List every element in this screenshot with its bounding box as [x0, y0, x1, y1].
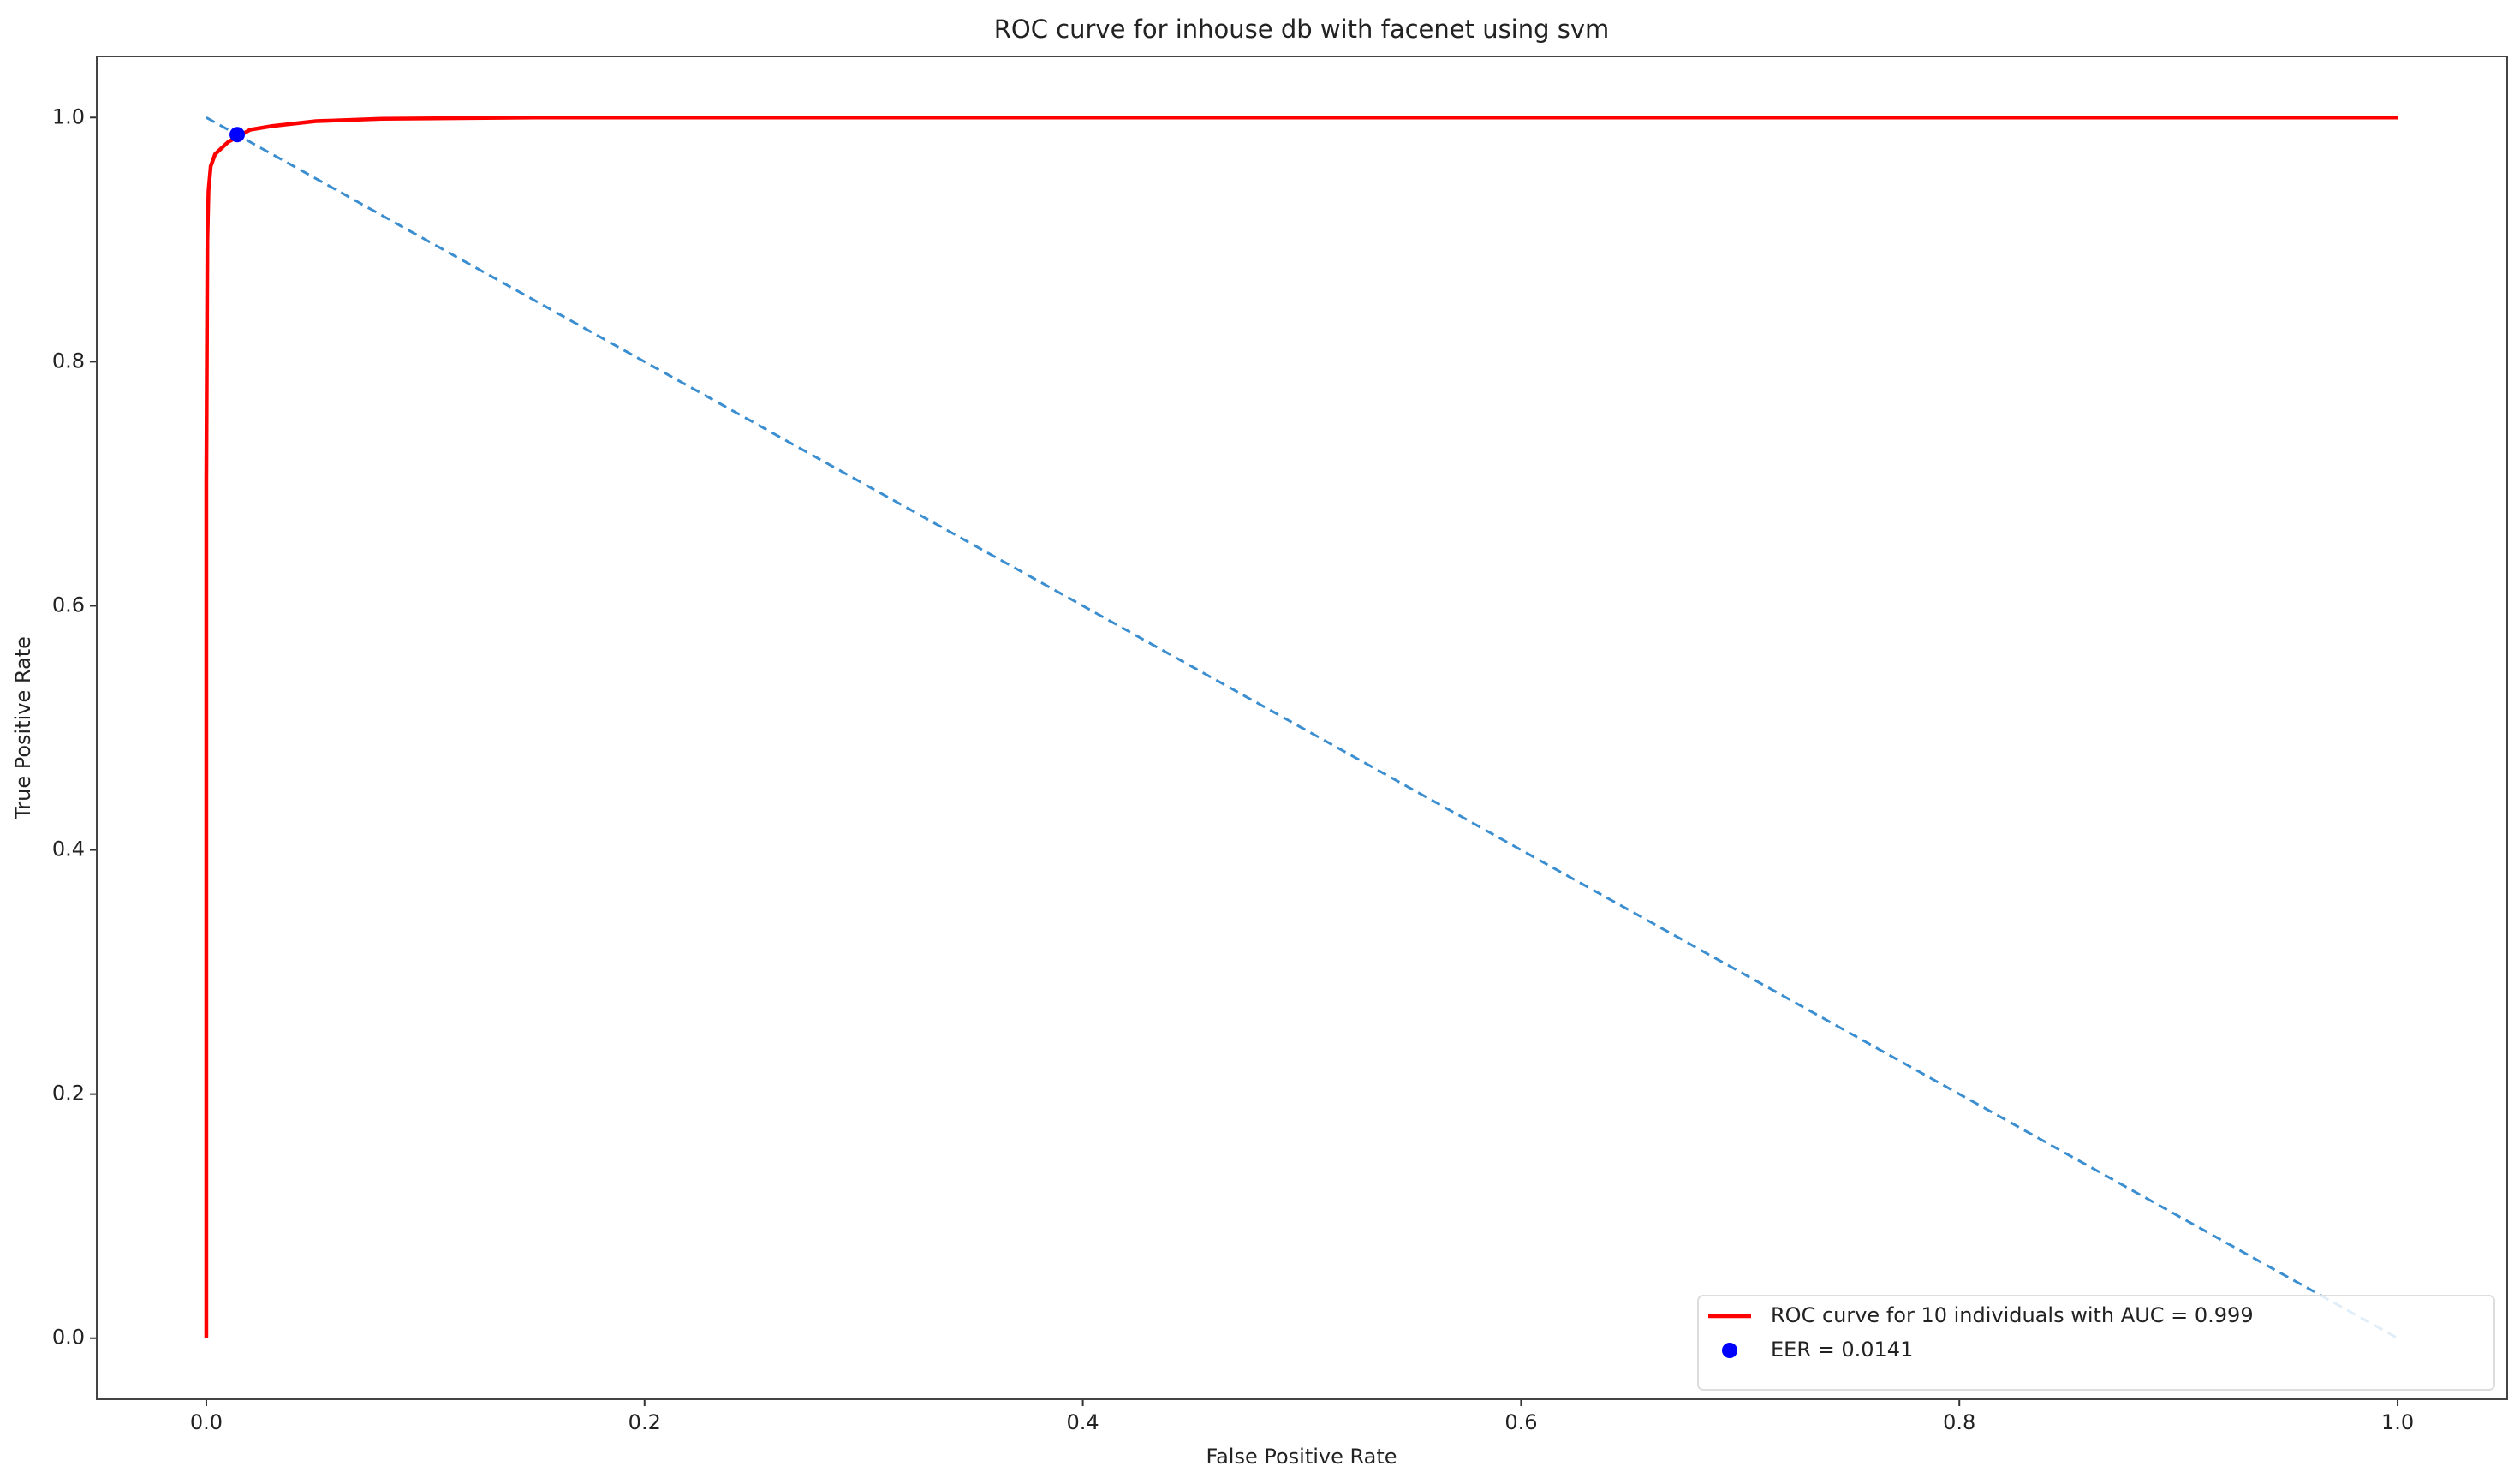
- y-axis-label: True Positive Rate: [11, 636, 35, 820]
- y-tick-label: 0.6: [52, 593, 85, 617]
- plot-frame: [96, 56, 2508, 1400]
- eer-point: [229, 127, 246, 143]
- x-axis-label: False Positive Rate: [1206, 1445, 1397, 1469]
- legend-label: EER = 0.0141: [1771, 1338, 1913, 1362]
- legend-marker: [1722, 1343, 1737, 1358]
- x-tick-label: 0.6: [1504, 1410, 1537, 1434]
- legend-label: ROC curve for 10 individuals with AUC = …: [1771, 1303, 2254, 1327]
- dashed-line: [206, 116, 2398, 1340]
- y-tick-label: 1.0: [52, 104, 85, 128]
- y-tick-label: 0.4: [52, 837, 85, 861]
- x-tick-label: 0.8: [1943, 1410, 1975, 1434]
- y-tick-label: 0.0: [52, 1326, 85, 1350]
- legend-box: [1697, 1295, 2495, 1391]
- x-tick-label: 0.4: [1067, 1410, 1099, 1434]
- x-tick-label: 1.0: [2381, 1410, 2414, 1434]
- x-tick-label: 0.2: [629, 1410, 661, 1434]
- x-tick-label: 0.0: [190, 1410, 223, 1434]
- chart-title: ROC curve for inhouse db with facenet us…: [994, 15, 1610, 44]
- y-tick-label: 0.2: [52, 1082, 85, 1106]
- y-tick-label: 0.8: [52, 349, 85, 372]
